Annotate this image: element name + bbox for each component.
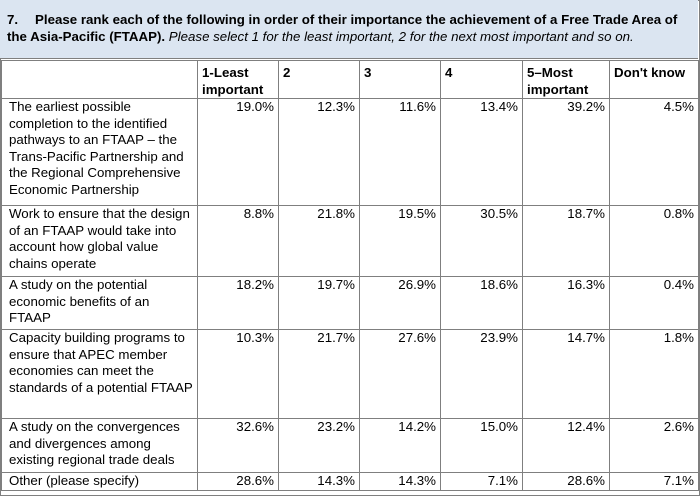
value-cell: 21.8% bbox=[278, 205, 360, 277]
value-cell: 2.6% bbox=[609, 418, 699, 473]
column-header: 3 bbox=[359, 60, 441, 99]
value-cell: 4.5% bbox=[609, 98, 699, 206]
value-cell: 21.7% bbox=[278, 329, 360, 419]
header-blank-cell bbox=[1, 60, 198, 99]
column-header: 4 bbox=[440, 60, 523, 99]
value-cell: 28.6% bbox=[197, 472, 279, 491]
table-row: The earliest possible completion to the … bbox=[1, 98, 699, 206]
value-cell: 12.4% bbox=[522, 418, 610, 473]
value-cell: 0.4% bbox=[609, 276, 699, 330]
value-cell: 8.8% bbox=[197, 205, 279, 277]
value-cell: 23.2% bbox=[278, 418, 360, 473]
value-cell: 13.4% bbox=[440, 98, 523, 206]
question-header: 7. Please rank each of the following in o… bbox=[0, 0, 698, 59]
value-cell: 19.7% bbox=[278, 276, 360, 330]
column-header: 1-Least important bbox=[197, 60, 279, 99]
column-header: Don't know bbox=[609, 60, 699, 99]
value-cell: 7.1% bbox=[440, 472, 523, 491]
value-cell: 14.2% bbox=[359, 418, 441, 473]
value-cell: 39.2% bbox=[522, 98, 610, 206]
value-cell: 0.8% bbox=[609, 205, 699, 277]
column-header: 5–Most important bbox=[522, 60, 610, 99]
question-number: 7. bbox=[7, 12, 19, 27]
value-cell: 14.3% bbox=[278, 472, 360, 491]
row-label: The earliest possible completion to the … bbox=[1, 98, 198, 206]
question-text: Please rank each of the following in ord… bbox=[7, 12, 678, 44]
value-cell: 7.1% bbox=[609, 472, 699, 491]
row-label: Capacity building programs to ensure tha… bbox=[1, 329, 198, 419]
value-cell: 14.3% bbox=[359, 472, 441, 491]
table-row: A study on the potential economic benefi… bbox=[1, 276, 699, 330]
row-label: Other (please specify) bbox=[1, 472, 198, 491]
table-header-row: 1-Least important 2 3 4 5–Most important… bbox=[1, 60, 699, 99]
value-cell: 30.5% bbox=[440, 205, 523, 277]
value-cell: 15.0% bbox=[440, 418, 523, 473]
value-cell: 27.6% bbox=[359, 329, 441, 419]
table-row: Other (please specify) 28.6% 14.3% 14.3%… bbox=[1, 472, 699, 491]
value-cell: 1.8% bbox=[609, 329, 699, 419]
value-cell: 14.7% bbox=[522, 329, 610, 419]
value-cell: 18.2% bbox=[197, 276, 279, 330]
value-cell: 10.3% bbox=[197, 329, 279, 419]
value-cell: 28.6% bbox=[522, 472, 610, 491]
value-cell: 18.6% bbox=[440, 276, 523, 330]
value-cell: 19.0% bbox=[197, 98, 279, 206]
question-instruction: Please select 1 for the least important,… bbox=[165, 29, 634, 44]
row-label: A study on the potential economic benefi… bbox=[1, 276, 198, 330]
value-cell: 11.6% bbox=[359, 98, 441, 206]
value-cell: 23.9% bbox=[440, 329, 523, 419]
results-table: 1-Least important 2 3 4 5–Most important… bbox=[1, 60, 699, 491]
table-row: A study on the convergences and divergen… bbox=[1, 418, 699, 473]
column-header: 2 bbox=[278, 60, 360, 99]
table-row: Capacity building programs to ensure tha… bbox=[1, 329, 699, 419]
value-cell: 16.3% bbox=[522, 276, 610, 330]
value-cell: 19.5% bbox=[359, 205, 441, 277]
row-label: A study on the convergences and divergen… bbox=[1, 418, 198, 473]
value-cell: 12.3% bbox=[278, 98, 360, 206]
table-row: Work to ensure that the design of an FTA… bbox=[1, 205, 699, 277]
value-cell: 18.7% bbox=[522, 205, 610, 277]
value-cell: 32.6% bbox=[197, 418, 279, 473]
row-label: Work to ensure that the design of an FTA… bbox=[1, 205, 198, 277]
value-cell: 26.9% bbox=[359, 276, 441, 330]
